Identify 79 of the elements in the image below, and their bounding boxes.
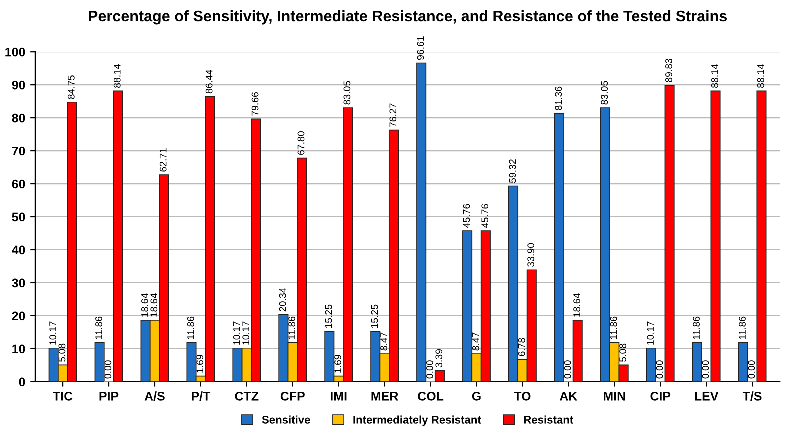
data-label: 11.86 — [187, 316, 194, 340]
data-label: 1.69 — [334, 355, 342, 373]
data-label: 45.76 — [482, 204, 489, 228]
y-tick-label: 50 — [12, 212, 26, 222]
x-tick-label: MIN — [604, 392, 626, 401]
data-label: 96.61 — [417, 36, 424, 60]
x-tick-label: AK — [560, 392, 578, 401]
data-label: 11.86 — [610, 316, 618, 340]
data-label: 1.69 — [196, 355, 204, 373]
legend-label: Intermediately Resistant — [354, 416, 482, 426]
x-tick-label: PIP — [100, 392, 119, 401]
data-label: 84.75 — [68, 76, 75, 100]
data-label: 0.00 — [656, 360, 664, 379]
chart-title: Percentage of Sensitivity, Intermediate Resistance, and Resistance of the Tested Strains — [89, 10, 728, 25]
y-tick-label: 80 — [12, 114, 26, 123]
y-tick-label: 20 — [12, 312, 26, 321]
y-tick-label: 100 — [6, 48, 26, 57]
data-label: 20.34 — [279, 288, 286, 312]
y-tick-label: 30 — [12, 278, 26, 288]
legend-label: Resistant — [524, 416, 574, 424]
data-label: 45.76 — [463, 204, 470, 228]
data-label: 5.08 — [58, 344, 66, 362]
data-label: 11.86 — [739, 316, 746, 340]
data-label: 10.17 — [242, 322, 250, 345]
data-label: 79.66 — [252, 92, 259, 116]
legend-label: Sensitive — [262, 416, 310, 424]
data-label: 15.25 — [371, 304, 378, 328]
y-tick-label: 10 — [12, 344, 26, 354]
x-tick-label: P/T — [192, 392, 211, 401]
data-label: 3.39 — [436, 350, 443, 368]
data-label: 10.17 — [233, 322, 240, 345]
data-label: 10.17 — [647, 322, 654, 345]
x-tick-label: T/S — [742, 392, 762, 401]
data-label: 59.32 — [509, 160, 516, 184]
data-label: 86.44 — [206, 70, 213, 94]
x-tick-label: TO — [514, 392, 531, 401]
data-label: 8.47 — [472, 332, 480, 351]
x-tick-label: COL — [418, 392, 444, 401]
data-label: 0.00 — [748, 360, 756, 379]
data-label: 15.25 — [325, 304, 332, 328]
data-label: 18.64 — [150, 294, 158, 317]
data-label: 6.78 — [518, 338, 526, 356]
data-label: 83.05 — [344, 81, 351, 105]
data-label: 8.47 — [380, 332, 388, 351]
data-label: 11.86 — [288, 316, 296, 340]
data-label: 88.14 — [711, 64, 718, 88]
data-label: 0.00 — [426, 360, 434, 379]
data-label: 81.36 — [555, 86, 562, 110]
data-label: 76.27 — [390, 104, 397, 128]
x-tick-label: CIP — [650, 392, 671, 401]
data-label: 89.83 — [666, 58, 672, 82]
y-tick-label: 0 — [19, 378, 26, 387]
x-tick-label: CTZ — [235, 392, 259, 401]
data-label: 10.17 — [50, 322, 56, 345]
x-tick-label: TIC — [53, 392, 73, 401]
x-tick-label: CFP — [280, 392, 305, 401]
data-label: 0.00 — [564, 360, 572, 379]
data-label: 11.86 — [96, 316, 102, 340]
data-label: 83.05 — [601, 81, 608, 105]
data-label: 18.64 — [574, 294, 580, 317]
data-label: 62.71 — [160, 148, 167, 172]
data-label: 11.86 — [693, 316, 700, 340]
data-label: 88.14 — [757, 64, 764, 88]
x-tick-label: A/S — [144, 392, 165, 401]
y-tick-label: 40 — [12, 246, 26, 255]
data-label: 0.00 — [104, 360, 112, 379]
x-tick-label: LEV — [695, 392, 719, 401]
data-label: 88.14 — [114, 64, 121, 88]
x-tick-label: MER — [372, 392, 398, 401]
data-label: 5.08 — [620, 344, 626, 362]
data-label: 18.64 — [142, 294, 148, 317]
x-tick-label: G — [472, 392, 481, 401]
data-label: 33.90 — [528, 243, 535, 267]
y-tick-label: 90 — [12, 80, 26, 90]
x-tick-label: IMI — [330, 392, 347, 401]
y-tick-label: 60 — [12, 180, 26, 189]
y-tick-label: 70 — [12, 146, 26, 156]
data-label: 0.00 — [702, 360, 710, 379]
data-label: 67.80 — [298, 132, 305, 156]
